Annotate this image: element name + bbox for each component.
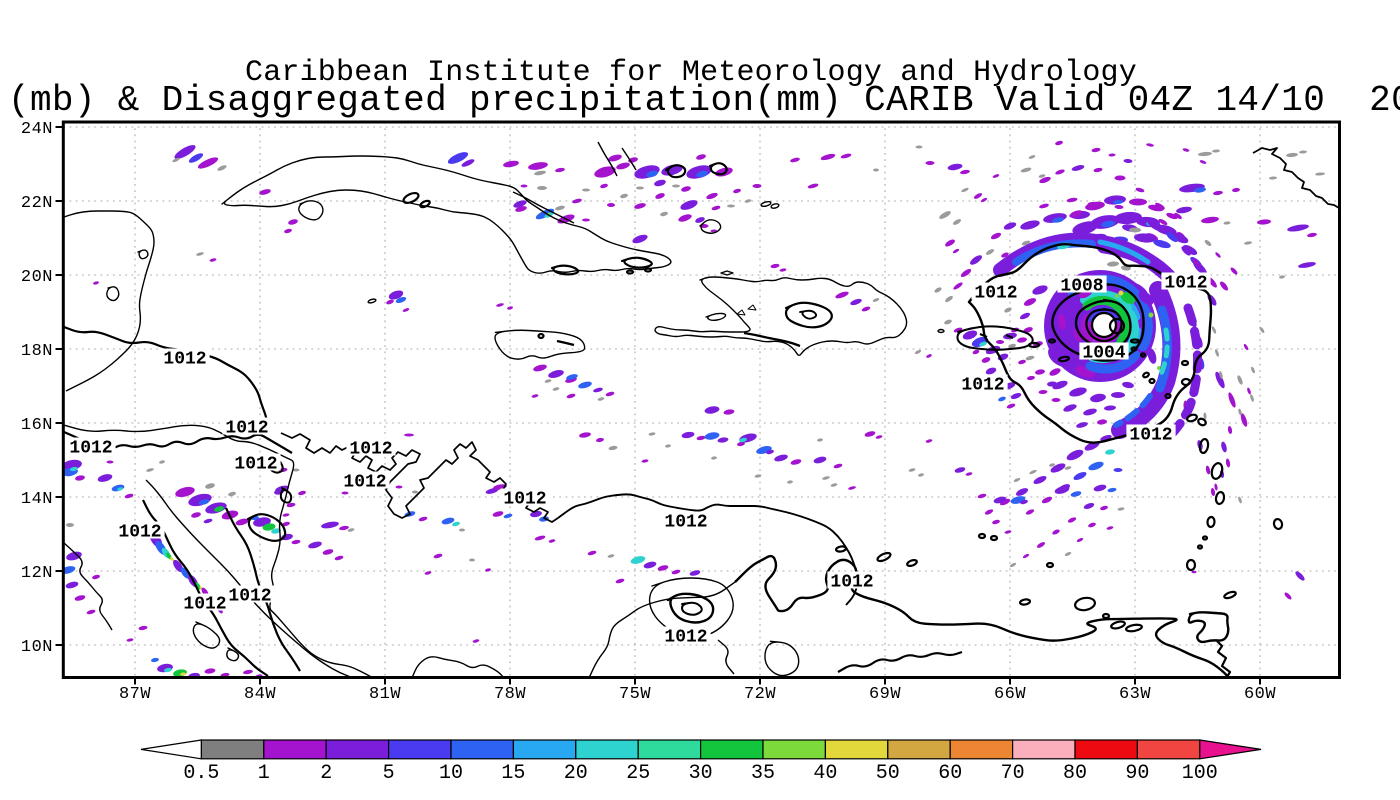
svg-text:60: 60 <box>938 762 962 785</box>
svg-text:63W: 63W <box>1119 685 1151 704</box>
svg-text:22N: 22N <box>21 194 53 213</box>
svg-text:1012: 1012 <box>183 595 226 615</box>
svg-text:1012: 1012 <box>664 513 707 533</box>
svg-text:75W: 75W <box>619 685 651 704</box>
svg-text:1012: 1012 <box>349 440 392 460</box>
svg-text:30: 30 <box>689 762 713 785</box>
svg-text:14N: 14N <box>21 490 53 509</box>
svg-text:87W: 87W <box>119 685 151 704</box>
svg-text:1012: 1012 <box>1129 426 1172 446</box>
svg-text:(mb) & Disaggregated precipita: (mb) & Disaggregated precipitation(mm) C… <box>8 80 1400 121</box>
svg-text:1012: 1012 <box>503 490 546 510</box>
svg-text:80: 80 <box>1063 762 1087 785</box>
svg-text:12N: 12N <box>21 564 53 583</box>
svg-text:70: 70 <box>1001 762 1025 785</box>
svg-text:1004: 1004 <box>1082 344 1125 364</box>
svg-text:1012: 1012 <box>1164 274 1207 294</box>
svg-text:100: 100 <box>1182 762 1218 785</box>
svg-text:1012: 1012 <box>228 587 271 607</box>
svg-text:50: 50 <box>876 762 900 785</box>
svg-text:90: 90 <box>1125 762 1149 785</box>
svg-text:40: 40 <box>813 762 837 785</box>
svg-text:1012: 1012 <box>234 455 277 475</box>
svg-text:1012: 1012 <box>343 473 386 493</box>
svg-text:10N: 10N <box>21 638 53 657</box>
svg-text:Caribbean Institute for Meteor: Caribbean Institute for Meteorology and … <box>245 56 1137 90</box>
svg-text:1012: 1012 <box>69 439 112 459</box>
svg-text:18N: 18N <box>21 342 53 361</box>
svg-text:1: 1 <box>258 762 270 785</box>
svg-text:16N: 16N <box>21 416 53 435</box>
svg-text:5: 5 <box>383 762 395 785</box>
svg-text:1012: 1012 <box>163 350 206 370</box>
svg-text:72W: 72W <box>744 685 776 704</box>
svg-text:1012: 1012 <box>118 523 161 543</box>
svg-text:78W: 78W <box>494 685 526 704</box>
svg-text:20: 20 <box>564 762 588 785</box>
svg-text:24N: 24N <box>21 120 53 139</box>
svg-text:2: 2 <box>320 762 332 785</box>
svg-text:66W: 66W <box>994 685 1026 704</box>
svg-text:25: 25 <box>626 762 650 785</box>
svg-text:69W: 69W <box>869 685 901 704</box>
svg-text:1012: 1012 <box>225 419 268 439</box>
svg-text:10: 10 <box>439 762 463 785</box>
svg-text:0.5: 0.5 <box>183 762 219 785</box>
svg-text:15: 15 <box>501 762 525 785</box>
svg-text:1012: 1012 <box>664 628 707 648</box>
svg-text:35: 35 <box>751 762 775 785</box>
svg-text:1012: 1012 <box>961 376 1004 396</box>
svg-text:1008: 1008 <box>1060 277 1103 297</box>
svg-text:1012: 1012 <box>830 573 873 593</box>
svg-text:81W: 81W <box>369 685 401 704</box>
svg-text:84W: 84W <box>244 685 276 704</box>
svg-text:1012: 1012 <box>974 284 1017 304</box>
svg-text:60W: 60W <box>1244 685 1276 704</box>
svg-text:20N: 20N <box>21 268 53 287</box>
